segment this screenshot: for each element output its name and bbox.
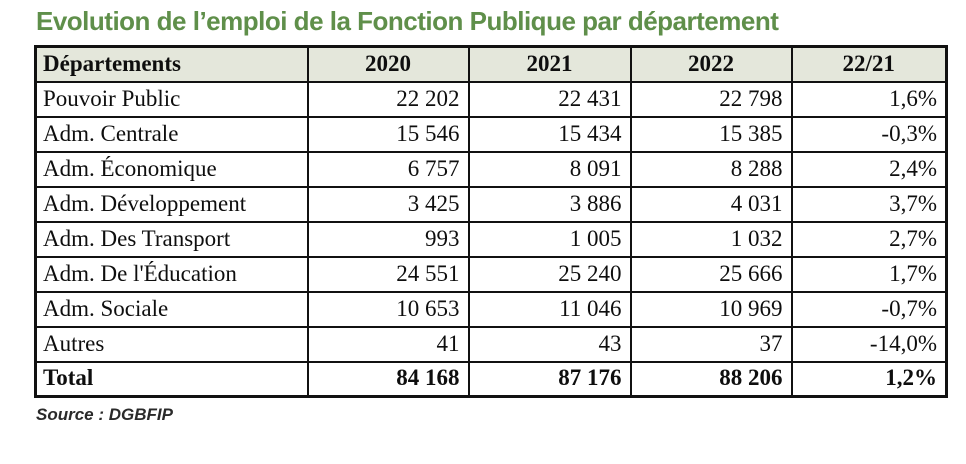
- cell-department: Pouvoir Public: [34, 80, 309, 118]
- cell-2020: 10 653: [306, 290, 470, 328]
- cell-variation: -14,0%: [790, 325, 948, 363]
- cell-2021: 8 091: [467, 150, 632, 188]
- cell-2020: 41: [306, 325, 470, 363]
- cell-2020: 15 546: [306, 115, 470, 153]
- source-note: Source : DGBFIP: [36, 405, 173, 424]
- cell-2021: 15 434: [467, 115, 632, 153]
- cell-variation: 2,7%: [790, 220, 948, 258]
- cell-department: Adm. De l'Éducation: [34, 255, 309, 293]
- cell-2021: 25 240: [467, 255, 632, 293]
- column-header-2021: 2021: [467, 45, 632, 83]
- document-page: Evolution de l’emploi de la Fonction Pub…: [34, 6, 948, 424]
- cell-2022: 22 798: [629, 80, 793, 118]
- table-row: Autres 41 43 37 -14,0%: [34, 325, 948, 363]
- page-title: Evolution de l’emploi de la Fonction Pub…: [36, 6, 779, 36]
- cell-department: Adm. Des Transport: [34, 220, 309, 258]
- table-row: Adm. Sociale 10 653 11 046 10 969 -0,7%: [34, 290, 948, 328]
- cell-variation: -0,3%: [790, 115, 948, 153]
- table-total-row: Total 84 168 87 176 88 206 1,2%: [34, 360, 948, 398]
- cell-total-2020: 84 168: [306, 360, 470, 398]
- cell-2020: 993: [306, 220, 470, 258]
- cell-2022: 8 288: [629, 150, 793, 188]
- column-header-2022: 2022: [629, 45, 793, 83]
- column-header-22-21: 22/21: [790, 45, 948, 83]
- cell-2020: 24 551: [306, 255, 470, 293]
- cell-variation: 1,7%: [790, 255, 948, 293]
- cell-2022: 25 666: [629, 255, 793, 293]
- cell-department: Adm. Sociale: [34, 290, 309, 328]
- cell-variation: 2,4%: [790, 150, 948, 188]
- cell-2022: 37: [629, 325, 793, 363]
- cell-2021: 3 886: [467, 185, 632, 223]
- cell-variation: -0,7%: [790, 290, 948, 328]
- cell-2020: 3 425: [306, 185, 470, 223]
- cell-total-2022: 88 206: [629, 360, 793, 398]
- table-row: Pouvoir Public 22 202 22 431 22 798 1,6%: [34, 80, 948, 118]
- cell-2021: 22 431: [467, 80, 632, 118]
- cell-2021: 11 046: [467, 290, 632, 328]
- column-header-departements: Départements: [34, 45, 309, 83]
- cell-2022: 1 032: [629, 220, 793, 258]
- cell-department: Adm. Développement: [34, 185, 309, 223]
- cell-variation: 1,6%: [790, 80, 948, 118]
- cell-2022: 4 031: [629, 185, 793, 223]
- table-header-row: Départements 2020 2021 2022 22/21: [34, 45, 948, 83]
- cell-2020: 22 202: [306, 80, 470, 118]
- cell-total-label: Total: [34, 360, 309, 398]
- employment-table: Départements 2020 2021 2022 22/21 Pouvoi…: [34, 45, 948, 398]
- cell-2021: 1 005: [467, 220, 632, 258]
- cell-2022: 10 969: [629, 290, 793, 328]
- cell-department: Adm. Centrale: [34, 115, 309, 153]
- cell-total-2021: 87 176: [467, 360, 632, 398]
- table-row: Adm. Économique 6 757 8 091 8 288 2,4%: [34, 150, 948, 188]
- cell-department: Autres: [34, 325, 309, 363]
- cell-variation: 3,7%: [790, 185, 948, 223]
- cell-2021: 43: [467, 325, 632, 363]
- cell-total-variation: 1,2%: [790, 360, 948, 398]
- table-row: Adm. Centrale 15 546 15 434 15 385 -0,3%: [34, 115, 948, 153]
- table-row: Adm. De l'Éducation 24 551 25 240 25 666…: [34, 255, 948, 293]
- cell-department: Adm. Économique: [34, 150, 309, 188]
- column-header-2020: 2020: [306, 45, 470, 83]
- table-row: Adm. Des Transport 993 1 005 1 032 2,7%: [34, 220, 948, 258]
- cell-2022: 15 385: [629, 115, 793, 153]
- cell-2020: 6 757: [306, 150, 470, 188]
- table-row: Adm. Développement 3 425 3 886 4 031 3,7…: [34, 185, 948, 223]
